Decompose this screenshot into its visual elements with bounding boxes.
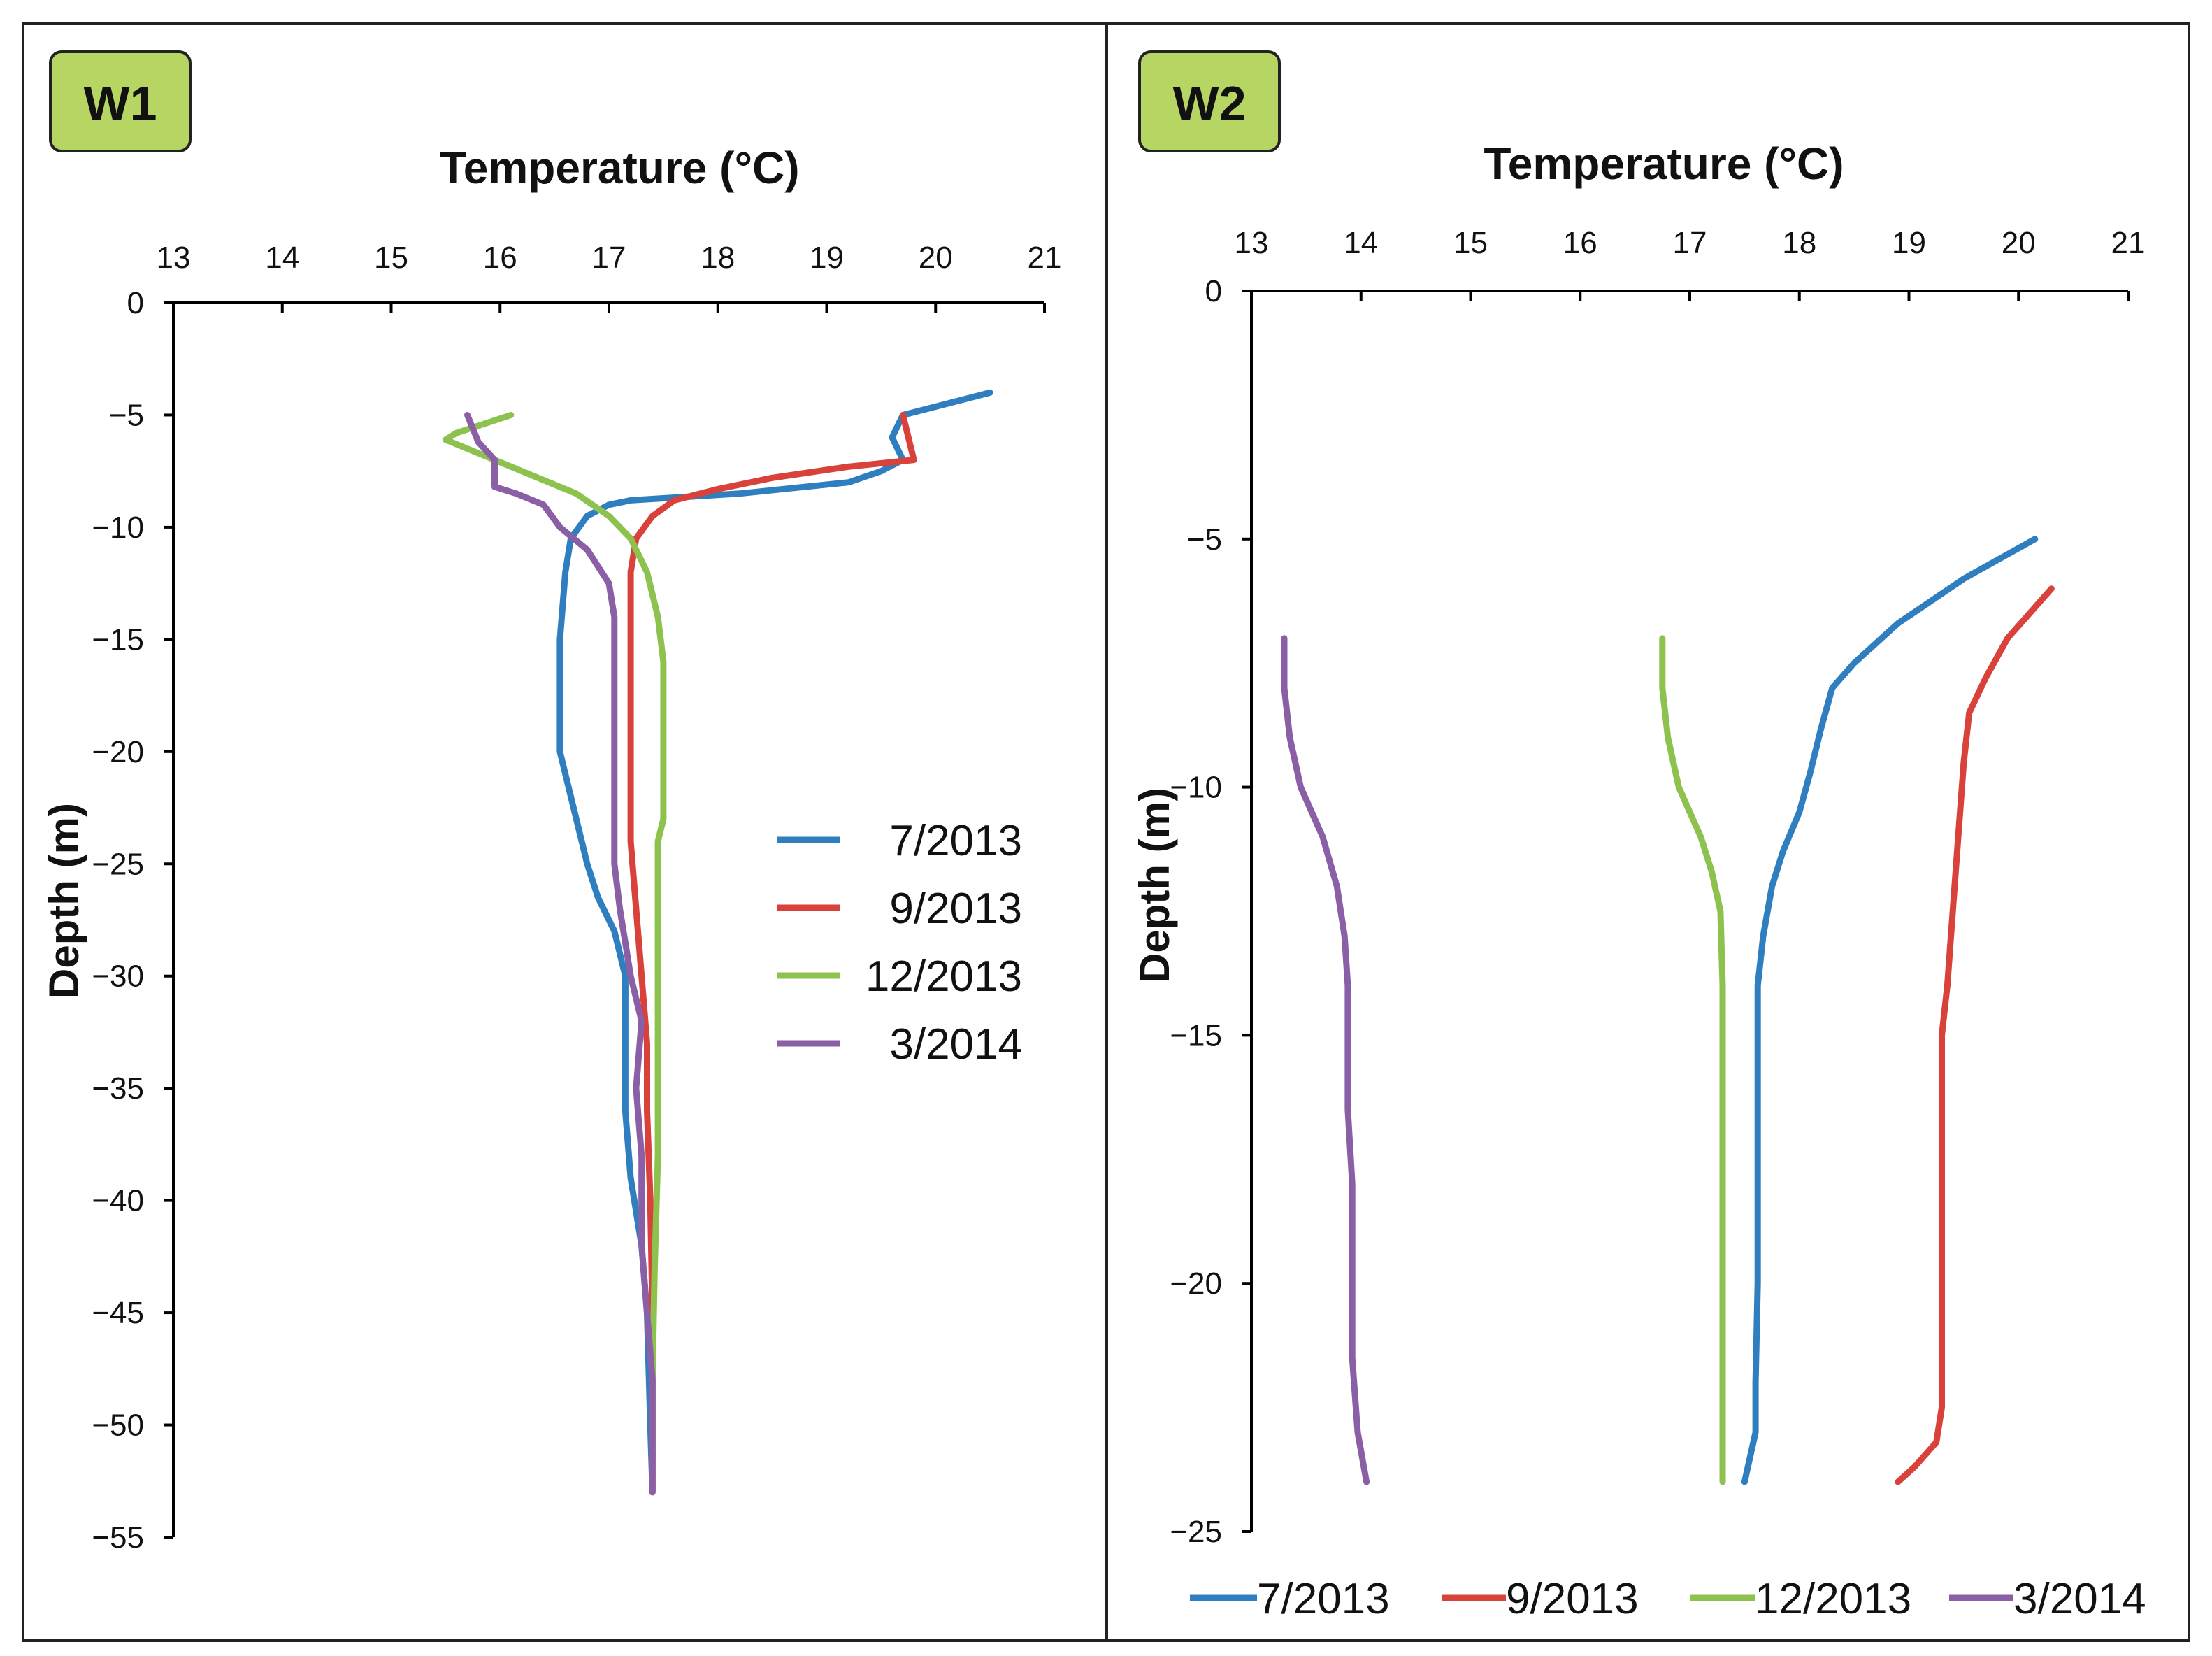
panel-label-box-w1 bbox=[49, 50, 192, 152]
panel-label-box-w2 bbox=[1138, 50, 1281, 152]
y-tick-label-w2: −5 bbox=[1187, 522, 1222, 557]
chart-w2: W2 Temperature (°C) Depth (m) 13 14 15 16 17… bbox=[1131, 50, 2146, 1623]
x-tick-label-w1: 14 bbox=[265, 241, 299, 275]
series-line-w1-7-2013 bbox=[556, 389, 993, 1496]
y-tick-label-w1: −35 bbox=[92, 1071, 144, 1106]
y-tick-label-w2: −20 bbox=[1170, 1266, 1222, 1301]
y-axis-label-w1: Depth (m) bbox=[41, 803, 87, 999]
series-line-w2-9-2013 bbox=[1895, 585, 2055, 1485]
series-line-w1-12-2013 bbox=[442, 412, 667, 1496]
y-tick-label-w1: −50 bbox=[92, 1408, 144, 1443]
x-tick-label-w1: 21 bbox=[1028, 241, 1062, 275]
x-tick-label-w1: 19 bbox=[810, 241, 844, 275]
x-tick-label-w2: 20 bbox=[2002, 226, 2036, 260]
legend-label-w2: 12/2013 bbox=[1755, 1575, 1911, 1623]
chart-title-w2: Temperature (°C) bbox=[1484, 138, 1844, 189]
legend-label-w1: 3/2014 bbox=[889, 1020, 1022, 1069]
legend-label-w1: 12/2013 bbox=[866, 952, 1022, 1001]
y-tick-label-w1: −30 bbox=[92, 959, 144, 994]
y-tick-label-w1: −20 bbox=[92, 735, 144, 769]
legend-label-w2: 9/2013 bbox=[1506, 1575, 1639, 1623]
panel-frame-w2 bbox=[1105, 22, 2190, 1642]
y-tick-label-w2: −10 bbox=[1170, 771, 1222, 805]
legend-label-w2: 3/2014 bbox=[2013, 1575, 2146, 1623]
legend-label-w1: 7/2013 bbox=[889, 817, 1022, 865]
x-tick-label-w2: 17 bbox=[1673, 226, 1707, 260]
x-tick-label-w2: 15 bbox=[1453, 226, 1488, 260]
legend-w2: 7/2013 9/2013 12/2013 3/2014 bbox=[1190, 1575, 2146, 1623]
y-tick-label-w1: 0 bbox=[127, 286, 144, 320]
y-tick-label-w2: −25 bbox=[1170, 1515, 1222, 1549]
y-tick-label-w2: 0 bbox=[1205, 274, 1222, 308]
x-tick-label-w2: 14 bbox=[1344, 226, 1378, 260]
x-tick-label-w2: 21 bbox=[2111, 226, 2146, 260]
x-tick-label-w2: 13 bbox=[1235, 226, 1269, 260]
chart-w1: W1 Temperature (°C) Depth (m) 13 14 15 16 17… bbox=[41, 50, 1062, 1555]
legend-w1: 7/2013 9/2013 12/2013 3/2014 bbox=[777, 817, 1022, 1069]
y-tick-label-w1: −10 bbox=[92, 511, 144, 545]
y-tick-label-w1: −40 bbox=[92, 1184, 144, 1218]
x-tick-label-w2: 19 bbox=[1892, 226, 1926, 260]
x-tick-label-w1: 20 bbox=[919, 241, 953, 275]
x-tick-label-w1: 18 bbox=[701, 241, 735, 275]
legend-label-w2: 7/2013 bbox=[1257, 1575, 1390, 1623]
y-tick-label-w1: −15 bbox=[92, 622, 144, 657]
y-tick-label-w1: −55 bbox=[92, 1520, 144, 1555]
y-axis-label-w2: Depth (m) bbox=[1131, 787, 1178, 983]
x-tick-label-w1: 15 bbox=[374, 241, 408, 275]
x-tick-label-w1: 13 bbox=[157, 241, 191, 275]
series-line-w1-9-2013 bbox=[627, 412, 917, 1496]
chart-title-w1: Temperature (°C) bbox=[439, 143, 799, 193]
panel-label-w1: W1 bbox=[84, 76, 157, 131]
x-tick-label-w1: 16 bbox=[483, 241, 517, 275]
series-line-w2-3-2014 bbox=[1281, 635, 1370, 1485]
series-line-w2-7-2013 bbox=[1741, 536, 2039, 1485]
y-tick-label-w1: −25 bbox=[92, 847, 144, 881]
x-tick-label-w1: 17 bbox=[592, 241, 626, 275]
x-tick-label-w2: 18 bbox=[1782, 226, 1816, 260]
y-tick-label-w1: −45 bbox=[92, 1296, 144, 1330]
series-line-w1-3-2014 bbox=[464, 412, 656, 1496]
legend-label-w1: 9/2013 bbox=[889, 885, 1022, 933]
series-line-w2-12-2013 bbox=[1659, 635, 1726, 1485]
panel-label-w2: W2 bbox=[1173, 76, 1247, 131]
x-tick-label-w2: 16 bbox=[1563, 226, 1597, 260]
y-tick-label-w1: −5 bbox=[109, 398, 144, 432]
y-tick-label-w2: −15 bbox=[1170, 1018, 1222, 1052]
